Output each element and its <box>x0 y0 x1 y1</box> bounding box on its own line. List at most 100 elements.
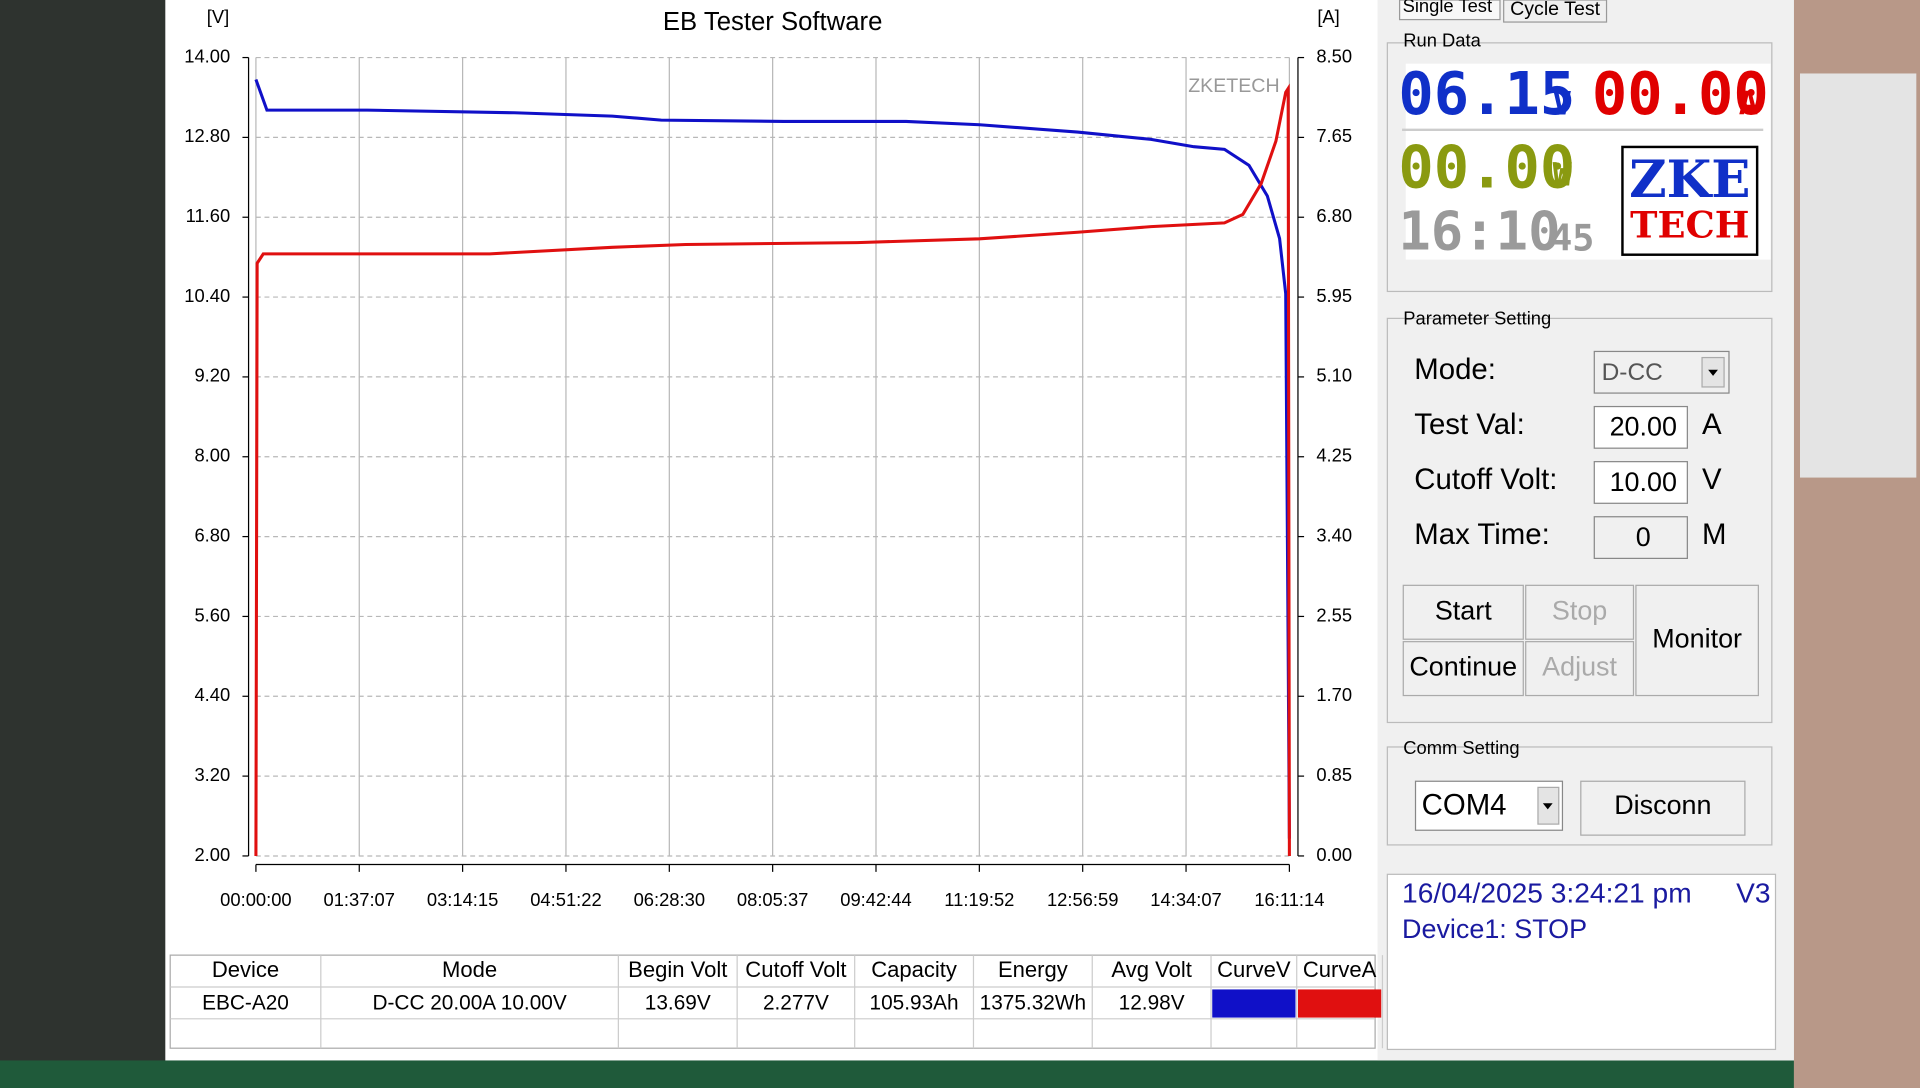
max-time: 0 <box>1636 522 1651 552</box>
time: 16:10 <box>1398 200 1560 263</box>
label: Continue <box>1409 652 1517 682</box>
voltage-unit: V <box>1553 84 1572 122</box>
label: 2.00 <box>194 844 230 865</box>
label: 00:00:00 <box>220 889 291 910</box>
max-time-unit: M <box>1702 518 1726 551</box>
label: 5.10 <box>1316 365 1352 386</box>
label: Single Test <box>1403 0 1492 16</box>
run-data-box <box>1386 42 1773 293</box>
tab[interactable] <box>1398 0 1501 21</box>
label: 2.277V <box>763 992 829 1015</box>
max-time-label: Max Time: <box>1414 518 1549 551</box>
label: Capacity <box>871 957 957 982</box>
test-val-unit: A <box>1702 408 1722 441</box>
label: Energy <box>998 957 1068 982</box>
disconnect-button[interactable] <box>1580 780 1746 836</box>
mode: D-CC <box>1602 359 1663 386</box>
label: 12.80 <box>184 125 230 146</box>
label: 11.60 <box>186 205 231 226</box>
y2-label: [A] <box>1317 6 1339 27</box>
label: 4.25 <box>1316 445 1352 466</box>
series-line <box>254 83 1291 856</box>
label: Avg Volt <box>1111 957 1191 982</box>
label: 0.85 <box>1316 764 1352 785</box>
label: 6.80 <box>194 524 230 545</box>
label: 2.55 <box>1316 604 1352 625</box>
version: V3 <box>1736 878 1770 909</box>
y-label: [V] <box>207 6 229 27</box>
workbench <box>0 1060 1920 1088</box>
result-table <box>169 954 1376 1049</box>
seconds: 45 <box>1550 217 1594 260</box>
comm-box <box>1386 746 1773 846</box>
label: 16:11:14 <box>1254 889 1324 910</box>
label: Monitor <box>1652 624 1742 654</box>
label: 01:37:07 <box>324 889 395 910</box>
label: 5.60 <box>194 604 230 625</box>
title: Run Data <box>1403 29 1481 50</box>
cutoff-label: Cutoff Volt: <box>1414 463 1557 496</box>
label: 105.93Ah <box>870 992 959 1015</box>
label: 0.00 <box>1316 844 1352 865</box>
label: 09:42:44 <box>840 889 911 910</box>
continue-button[interactable] <box>1402 641 1524 697</box>
label: 3.20 <box>194 764 230 785</box>
label: 14:34:07 <box>1150 889 1221 910</box>
label: Cutoff Volt <box>745 957 846 982</box>
current: 00.00 <box>1592 59 1769 128</box>
label: Cycle Test <box>1510 0 1601 20</box>
label: 8.50 <box>1316 45 1352 66</box>
label: Mode <box>442 957 497 982</box>
label: Stop <box>1552 595 1607 625</box>
curve-swatch <box>1297 989 1382 1018</box>
mode-label: Mode: <box>1414 353 1496 386</box>
series-line <box>254 78 1291 839</box>
label: 10.40 <box>184 285 230 306</box>
label: 3.40 <box>1316 524 1352 545</box>
label: 9.20 <box>194 365 230 386</box>
monitor-button[interactable] <box>1635 584 1759 697</box>
annotation: ZKETECH <box>1188 75 1279 97</box>
tab[interactable] <box>1503 0 1608 23</box>
test-val: 20.00 <box>1610 412 1677 442</box>
label: 08:05:37 <box>737 889 808 910</box>
label: 06:28:30 <box>634 889 705 910</box>
max-time-input[interactable] <box>1593 516 1688 560</box>
logo-bottom: TECH <box>1630 203 1749 246</box>
cutoff-unit: V <box>1702 463 1722 496</box>
label: 1375.32Wh <box>980 992 1086 1015</box>
label: 13.69V <box>645 992 711 1015</box>
test-val-label: Test Val: <box>1414 408 1524 441</box>
logo-frame <box>1621 145 1759 256</box>
name: CurveV <box>1217 957 1291 982</box>
logo-top: ZKE <box>1629 150 1750 210</box>
stop-button[interactable] <box>1525 584 1635 640</box>
label: 1.70 <box>1316 684 1352 705</box>
label: 7.65 <box>1316 125 1352 146</box>
power-unit: W <box>1553 155 1573 193</box>
title: EB Tester Software <box>663 8 883 36</box>
test-val-input[interactable] <box>1593 405 1688 449</box>
datetime: 16/04/2025 3:24:21 pm <box>1402 878 1692 909</box>
port: COM4 <box>1422 789 1507 822</box>
label: 8.00 <box>194 445 230 466</box>
title: Parameter Setting <box>1403 307 1551 328</box>
label: 12:56:59 <box>1047 889 1118 910</box>
label: 14.00 <box>184 45 230 66</box>
label: 11:19:52 <box>944 889 1014 910</box>
label: Begin Volt <box>628 957 727 982</box>
current-unit: A <box>1739 84 1758 122</box>
title: Comm Setting <box>1403 737 1519 758</box>
label: Start <box>1435 595 1492 625</box>
label: 5.95 <box>1316 285 1352 306</box>
name: CurveA <box>1303 957 1377 982</box>
parameter-box <box>1386 317 1773 724</box>
label: Device <box>212 957 279 982</box>
dropdown-arrow <box>1542 803 1553 810</box>
start-button[interactable] <box>1402 584 1524 640</box>
adjust-button[interactable] <box>1525 641 1635 697</box>
cutoff-input[interactable] <box>1593 461 1688 504</box>
curve-swatch <box>1212 989 1296 1018</box>
